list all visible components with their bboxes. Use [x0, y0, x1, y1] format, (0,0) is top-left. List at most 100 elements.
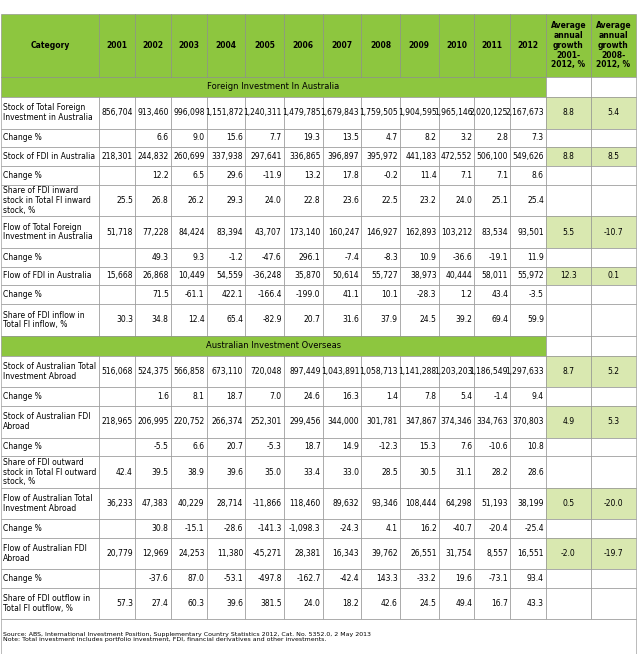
Text: 18.7: 18.7 [226, 392, 243, 402]
Text: Stock of Total Foreign
Investment in Australia: Stock of Total Foreign Investment in Aus… [3, 103, 93, 122]
Text: 93,346: 93,346 [371, 499, 398, 508]
Bar [284, 166, 322, 185]
Text: 40,229: 40,229 [178, 499, 204, 508]
Text: 720,048: 720,048 [250, 367, 282, 376]
Bar [1, 304, 99, 336]
Text: -10.6: -10.6 [489, 443, 508, 451]
Bar [546, 166, 591, 185]
Bar [245, 14, 284, 77]
Text: 1,904,595: 1,904,595 [398, 109, 436, 117]
Bar [591, 519, 636, 538]
Bar [171, 248, 206, 267]
Text: 1,479,785: 1,479,785 [282, 109, 320, 117]
Bar [171, 267, 206, 285]
Bar [510, 438, 546, 456]
Bar [322, 538, 361, 569]
Bar [206, 387, 245, 406]
Bar [400, 588, 438, 619]
Bar [361, 519, 400, 538]
Text: 146,927: 146,927 [366, 228, 398, 237]
Bar [400, 519, 438, 538]
Text: 93.4: 93.4 [527, 574, 544, 583]
Text: 11,380: 11,380 [217, 549, 243, 558]
Text: 472,552: 472,552 [441, 152, 473, 162]
Text: Share of FDI inflow in
Total FI inflow, %: Share of FDI inflow in Total FI inflow, … [3, 311, 85, 329]
Text: 1,679,843: 1,679,843 [320, 109, 359, 117]
Bar [361, 128, 400, 147]
Bar [284, 387, 322, 406]
Text: 1,058,713: 1,058,713 [359, 367, 398, 376]
Text: 9.0: 9.0 [192, 133, 204, 143]
Bar [284, 519, 322, 538]
Bar [171, 356, 206, 387]
Bar [322, 185, 361, 216]
Text: 162,893: 162,893 [405, 228, 436, 237]
Bar [361, 488, 400, 519]
Bar [438, 438, 475, 456]
Text: 35,870: 35,870 [294, 271, 320, 281]
Bar [171, 147, 206, 166]
Bar [171, 216, 206, 248]
Bar [171, 185, 206, 216]
Text: 31.6: 31.6 [342, 315, 359, 324]
Bar [546, 77, 591, 97]
Text: 5.4: 5.4 [608, 109, 620, 117]
Bar [1, 387, 99, 406]
Bar [591, 97, 636, 128]
Text: 34.8: 34.8 [152, 315, 169, 324]
Bar [546, 588, 591, 619]
Text: 12.4: 12.4 [188, 315, 204, 324]
Bar [546, 387, 591, 406]
Bar [322, 488, 361, 519]
Bar [591, 285, 636, 304]
Bar [438, 387, 475, 406]
Text: 374,346: 374,346 [441, 417, 473, 426]
Text: 24.5: 24.5 [420, 315, 436, 324]
Text: 55,972: 55,972 [517, 271, 544, 281]
Bar [475, 147, 510, 166]
Text: 24.0: 24.0 [265, 196, 282, 205]
Text: 296.1: 296.1 [299, 252, 320, 262]
Bar [99, 438, 135, 456]
Bar [1, 147, 99, 166]
Bar [206, 519, 245, 538]
Bar [284, 97, 322, 128]
Text: Flow of Total Foreign
Investment in Australia: Flow of Total Foreign Investment in Aust… [3, 223, 93, 241]
Bar [400, 356, 438, 387]
Text: Category: Category [31, 41, 70, 50]
Bar [322, 248, 361, 267]
Bar [206, 406, 245, 438]
Bar [438, 488, 475, 519]
Bar [99, 456, 135, 488]
Text: 16,551: 16,551 [517, 549, 544, 558]
Bar [99, 128, 135, 147]
Text: -1.2: -1.2 [229, 252, 243, 262]
Bar [206, 14, 245, 77]
Text: 8.5: 8.5 [608, 152, 620, 162]
Bar [322, 406, 361, 438]
Text: 2008: 2008 [370, 41, 391, 50]
Text: -2.0: -2.0 [561, 549, 576, 558]
Text: 58,011: 58,011 [482, 271, 508, 281]
Text: -5.5: -5.5 [154, 443, 169, 451]
Bar [171, 97, 206, 128]
Bar [245, 588, 284, 619]
Text: 84,424: 84,424 [178, 228, 204, 237]
Bar [475, 304, 510, 336]
Text: 218,965: 218,965 [102, 417, 133, 426]
Text: Average
annual
growth
2001-
2012, %: Average annual growth 2001- 2012, % [550, 22, 586, 69]
Bar [361, 248, 400, 267]
Bar [135, 456, 171, 488]
Bar [135, 488, 171, 519]
Text: -20.4: -20.4 [489, 524, 508, 533]
Bar [400, 248, 438, 267]
Text: -166.4: -166.4 [257, 290, 282, 300]
Text: 0.5: 0.5 [562, 499, 575, 508]
Text: 524,375: 524,375 [137, 367, 169, 376]
Bar [591, 166, 636, 185]
Bar [438, 406, 475, 438]
Bar [475, 519, 510, 538]
Bar [361, 588, 400, 619]
Text: 24.0: 24.0 [304, 599, 320, 608]
Text: 15.3: 15.3 [420, 443, 436, 451]
